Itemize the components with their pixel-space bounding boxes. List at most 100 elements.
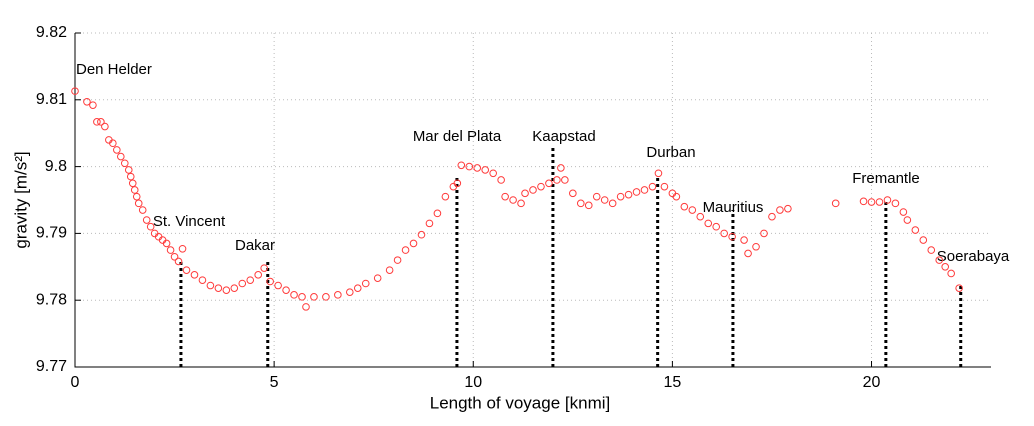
point	[473, 164, 482, 172]
point	[576, 199, 585, 208]
point	[361, 279, 370, 288]
point	[298, 293, 306, 301]
port-label: Soerabaya	[937, 248, 1010, 265]
point	[696, 212, 705, 221]
point	[760, 229, 768, 238]
point	[497, 176, 505, 184]
point	[130, 186, 139, 194]
point	[712, 222, 721, 231]
point	[222, 286, 231, 294]
point	[346, 288, 354, 296]
point	[465, 162, 474, 171]
point	[784, 204, 792, 213]
point	[142, 216, 151, 224]
point	[97, 118, 105, 126]
point	[166, 246, 175, 254]
point	[688, 206, 697, 214]
y-tick-label: 9.81	[36, 91, 67, 108]
y-tick-label: 9.82	[36, 24, 67, 41]
point	[260, 264, 268, 272]
point	[170, 252, 179, 261]
point	[911, 226, 920, 234]
point	[501, 192, 509, 201]
point	[941, 263, 950, 271]
point	[182, 266, 191, 274]
point	[776, 206, 784, 214]
y-tick-label: 9.78	[36, 291, 67, 308]
y-tick-label: 9.8	[45, 158, 67, 175]
point	[385, 266, 394, 274]
point	[553, 176, 561, 184]
point	[441, 192, 450, 201]
point	[113, 146, 121, 154]
point	[752, 242, 760, 251]
port-label: Durban	[646, 144, 695, 161]
point	[608, 199, 617, 208]
point	[592, 192, 601, 201]
point	[537, 182, 545, 191]
point	[401, 246, 410, 254]
point	[373, 274, 382, 282]
point	[521, 189, 529, 198]
x-tick-label: 20	[863, 374, 881, 391]
port-label: Dakar	[235, 237, 275, 254]
point	[660, 182, 669, 191]
point	[126, 172, 135, 181]
point	[728, 232, 736, 241]
point	[206, 281, 215, 290]
point	[899, 208, 908, 216]
point	[128, 179, 137, 188]
point	[509, 196, 517, 204]
point	[238, 279, 247, 288]
point	[584, 201, 593, 210]
port-label: Den Helder	[76, 61, 152, 78]
point	[672, 192, 681, 201]
point	[616, 192, 625, 201]
point	[632, 188, 641, 196]
point	[101, 122, 109, 131]
y-axis-label: gravity [m/s²]	[11, 151, 30, 248]
point	[545, 179, 553, 188]
point	[138, 206, 147, 214]
x-tick-label: 0	[71, 374, 80, 391]
point	[134, 199, 143, 208]
point	[481, 166, 490, 174]
point	[124, 166, 133, 174]
point	[740, 236, 748, 244]
point	[891, 199, 900, 208]
point	[290, 291, 298, 299]
point	[83, 98, 91, 106]
y-tick-label: 9.77	[36, 358, 67, 375]
point	[720, 229, 728, 238]
port-label: Kaapstad	[532, 128, 595, 145]
point	[120, 159, 129, 168]
point	[198, 276, 207, 284]
point	[600, 196, 609, 204]
point	[831, 199, 840, 208]
point	[919, 236, 928, 244]
point	[322, 293, 330, 301]
point	[353, 284, 362, 292]
point	[557, 164, 565, 172]
point	[178, 244, 187, 253]
point	[768, 212, 776, 221]
x-tick-label: 15	[663, 374, 681, 391]
point	[302, 303, 310, 311]
point	[947, 269, 955, 278]
point	[425, 219, 434, 228]
point	[927, 246, 936, 254]
point	[640, 186, 649, 194]
port-label: St. Vincent	[153, 213, 226, 230]
point	[93, 118, 101, 126]
point	[162, 239, 171, 248]
point	[190, 271, 199, 279]
point	[517, 199, 525, 208]
point	[648, 182, 657, 191]
port-label: Fremantle	[852, 170, 920, 187]
port-label: Mauritius	[703, 199, 764, 216]
point	[71, 87, 79, 95]
point	[680, 202, 689, 211]
point	[457, 161, 466, 170]
point	[409, 239, 418, 248]
